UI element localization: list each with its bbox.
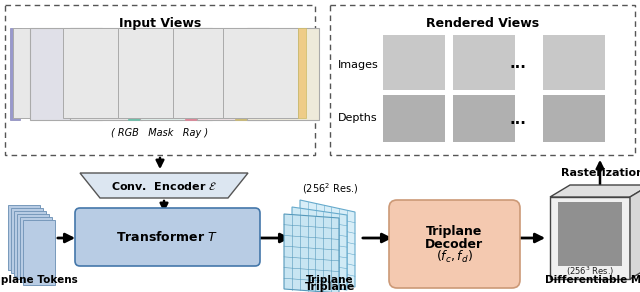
Text: ( RGB   Mask   Ray ): ( RGB Mask Ray ) [111, 128, 209, 138]
Bar [128, 28, 140, 120]
Bar [185, 28, 197, 120]
Text: Rasterization: Rasterization [561, 168, 640, 178]
Bar [140, 28, 212, 120]
Polygon shape [80, 173, 248, 198]
Bar [543, 35, 605, 90]
Polygon shape [630, 185, 640, 279]
Text: $(f_c, f_d)$: $(f_c, f_d)$ [435, 249, 472, 265]
FancyBboxPatch shape [389, 200, 520, 288]
Bar [330, 5, 635, 155]
Text: Triplane Tokens: Triplane Tokens [0, 275, 78, 285]
Text: Images: Images [338, 60, 379, 70]
Text: Triplane: Triplane [426, 225, 482, 239]
Bar [13, 28, 88, 118]
Bar [197, 28, 269, 120]
Bar [30, 28, 102, 120]
Polygon shape [292, 207, 347, 290]
Polygon shape [13, 28, 21, 118]
Text: Conv.  Encoder $\mathcal{E}$: Conv. Encoder $\mathcal{E}$ [111, 180, 217, 192]
Text: ...: ... [509, 55, 527, 70]
Bar [543, 95, 605, 142]
Bar [23, 220, 55, 285]
Bar [247, 28, 319, 120]
Text: Decoder: Decoder [425, 237, 483, 251]
Text: Triplane: Triplane [305, 282, 355, 292]
Bar [63, 28, 138, 118]
Bar [5, 5, 315, 155]
Bar [383, 35, 445, 90]
Bar [453, 95, 515, 142]
Polygon shape [284, 214, 339, 292]
Bar [558, 202, 622, 266]
Bar [193, 28, 201, 118]
Bar [248, 28, 256, 118]
Text: Differentiable Mesh: Differentiable Mesh [545, 275, 640, 285]
Text: (256$^3$ Res.): (256$^3$ Res.) [566, 264, 614, 278]
Bar [10, 28, 20, 120]
Text: Depths: Depths [338, 113, 378, 123]
Bar [11, 208, 43, 273]
Text: Transformer $T$: Transformer $T$ [116, 230, 218, 244]
Bar [383, 95, 445, 142]
Text: Rendered Views: Rendered Views [426, 17, 540, 30]
Bar [70, 28, 142, 120]
FancyBboxPatch shape [75, 208, 260, 266]
Text: ...: ... [509, 112, 527, 128]
Bar [453, 35, 515, 90]
Bar [298, 28, 306, 118]
Polygon shape [550, 185, 640, 197]
Bar [17, 214, 49, 279]
Bar [235, 28, 247, 120]
Bar [20, 217, 52, 282]
Bar [8, 205, 40, 270]
Polygon shape [300, 200, 355, 287]
Bar [550, 197, 630, 279]
Text: (256$^2$ Res.): (256$^2$ Res.) [302, 181, 358, 196]
Bar [173, 28, 248, 118]
Bar [14, 211, 46, 276]
Text: Triplane: Triplane [306, 275, 354, 285]
Bar [88, 28, 96, 118]
Bar [118, 28, 193, 118]
Text: Input Views: Input Views [119, 17, 201, 30]
Bar [223, 28, 298, 118]
